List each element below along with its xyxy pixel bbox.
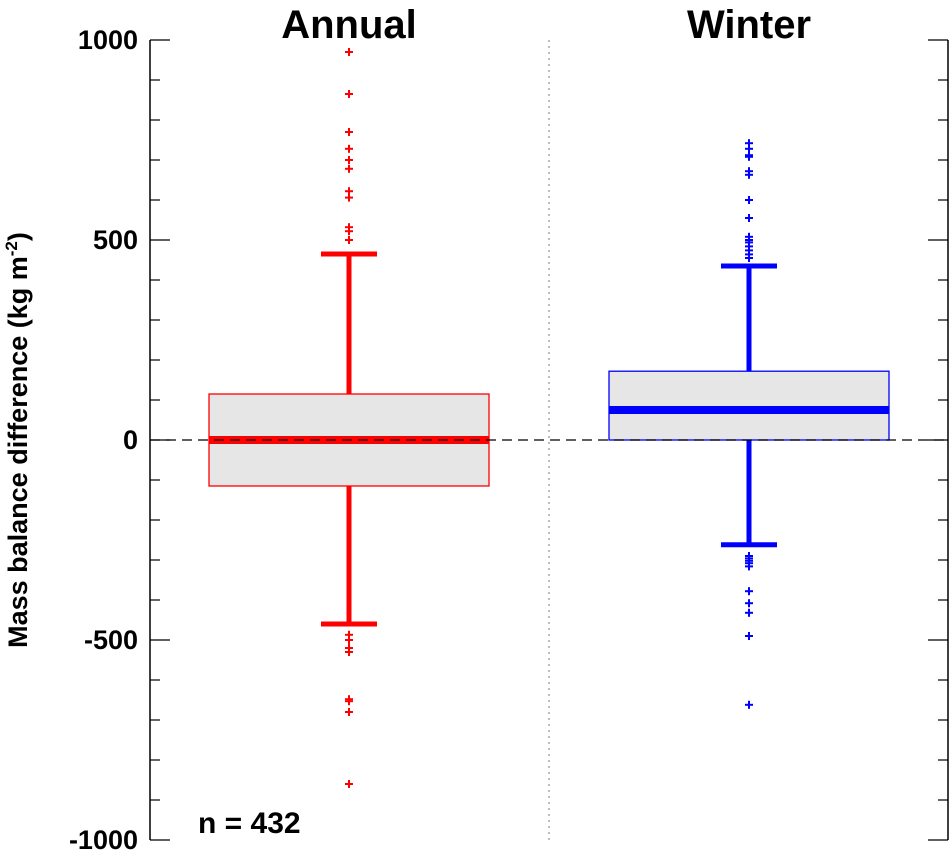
outlier-point [745, 214, 753, 222]
outlier-point [745, 170, 753, 179]
outlier-point [745, 562, 753, 571]
outlier-point [745, 254, 753, 262]
y-tick-label: 500 [93, 225, 138, 255]
outlier-point [345, 708, 353, 716]
outlier-point [345, 697, 353, 706]
outlier-point [345, 636, 353, 644]
outlier-point [745, 152, 753, 161]
panel-winter: Winter [608, 3, 890, 709]
y-tick-label: -1000 [69, 825, 138, 853]
y-axis-title: Mass balance difference (kg m-2) [2, 232, 33, 648]
outlier-point [345, 227, 353, 236]
panel-title: Winter [687, 3, 811, 47]
outlier-point [345, 164, 353, 173]
sample-size-label: n = 432 [198, 807, 301, 840]
outlier-point [745, 599, 753, 608]
outlier-point [345, 144, 353, 153]
outlier-point [745, 700, 753, 709]
outlier-point [345, 90, 353, 98]
panel-title: Annual [281, 3, 417, 47]
outlier-point [745, 632, 753, 640]
outlier-point [345, 193, 353, 202]
outlier-point [345, 128, 353, 136]
outlier-point [345, 48, 353, 56]
y-tick-label: 1000 [78, 25, 138, 55]
outlier-point [345, 156, 353, 164]
outlier-point [745, 587, 753, 596]
iqr-box [608, 370, 890, 441]
y-tick-label: -500 [84, 625, 138, 655]
outlier-point [745, 196, 753, 204]
outlier-point [345, 780, 353, 788]
outlier-point [345, 236, 353, 244]
outlier-point [745, 608, 753, 617]
panel-annual: Annual [208, 3, 490, 788]
y-tick-label: 0 [123, 425, 138, 455]
outlier-point [345, 648, 353, 656]
